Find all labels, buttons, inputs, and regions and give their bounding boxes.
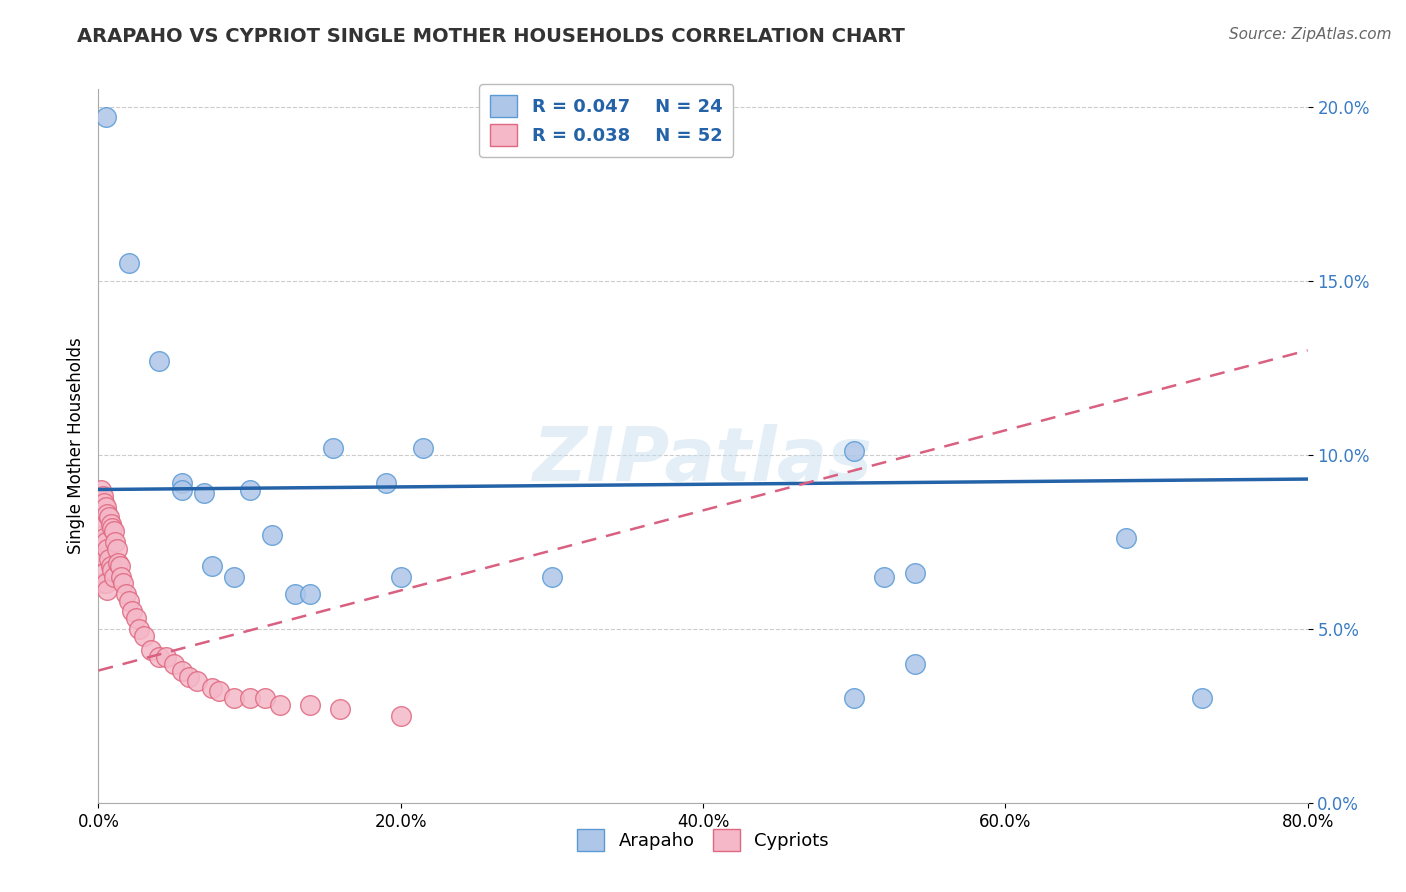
Point (224, 691, 246, 706)
Point (148, 353, 170, 368)
Point (93, 531, 115, 545)
Point (90, 510, 112, 524)
Point (322, 441, 344, 455)
Point (103, 569, 125, 583)
Point (100, 559, 122, 574)
Point (239, 691, 262, 706)
Text: ZIPatlas: ZIPatlas (533, 424, 873, 497)
Point (91, 576, 114, 591)
Point (94, 576, 117, 591)
Point (201, 681, 224, 695)
Point (107, 556, 129, 570)
Point (101, 563, 124, 577)
Point (94, 534, 117, 549)
Point (299, 587, 322, 601)
Point (179, 671, 201, 685)
Point (299, 698, 322, 713)
Point (94, 500, 117, 514)
Point (904, 657, 927, 671)
Point (155, 649, 177, 664)
Point (90, 538, 112, 552)
Point (93, 566, 115, 580)
Point (239, 483, 262, 497)
Point (262, 528, 284, 542)
Point (1191, 691, 1213, 706)
Point (284, 587, 307, 601)
Point (93, 496, 115, 510)
Point (105, 541, 128, 556)
Point (91, 517, 114, 532)
Point (186, 673, 208, 688)
Point (224, 569, 246, 583)
Point (103, 524, 125, 539)
Point (170, 664, 193, 678)
Point (100, 517, 122, 532)
Point (90, 483, 112, 497)
Point (101, 521, 124, 535)
Point (141, 642, 163, 657)
Point (389, 708, 412, 723)
Point (873, 569, 896, 583)
Point (110, 569, 132, 583)
Point (163, 657, 186, 671)
Point (94, 110, 117, 124)
Y-axis label: Single Mother Households: Single Mother Households (66, 338, 84, 554)
Point (98, 510, 121, 524)
Point (201, 559, 224, 574)
Point (904, 566, 927, 580)
Point (193, 486, 215, 500)
Point (208, 684, 231, 698)
Point (1115, 531, 1137, 545)
Text: ARAPAHO VS CYPRIOT SINGLE MOTHER HOUSEHOLDS CORRELATION CHART: ARAPAHO VS CYPRIOT SINGLE MOTHER HOUSEHO… (77, 27, 905, 45)
Point (91, 490, 114, 504)
Point (170, 475, 193, 490)
Text: Source: ZipAtlas.com: Source: ZipAtlas.com (1229, 27, 1392, 42)
Point (389, 569, 412, 583)
Point (96, 507, 118, 521)
Point (269, 698, 291, 713)
Point (114, 587, 136, 601)
Point (128, 622, 150, 636)
Point (540, 569, 562, 583)
Point (412, 441, 434, 455)
Point (108, 559, 131, 574)
Point (111, 576, 134, 591)
Legend: Arapaho, Cypriots: Arapaho, Cypriots (569, 822, 837, 858)
Point (329, 702, 352, 716)
Point (253, 691, 276, 706)
Point (121, 604, 143, 618)
Point (132, 629, 155, 643)
Point (118, 256, 141, 270)
Point (844, 444, 866, 458)
Point (104, 534, 127, 549)
Point (844, 691, 866, 706)
Point (91, 549, 114, 563)
Point (374, 475, 396, 490)
Point (118, 594, 141, 608)
Point (98, 552, 121, 566)
Point (170, 483, 193, 497)
Point (96, 583, 118, 598)
Point (96, 541, 118, 556)
Point (125, 611, 148, 625)
Point (148, 649, 170, 664)
